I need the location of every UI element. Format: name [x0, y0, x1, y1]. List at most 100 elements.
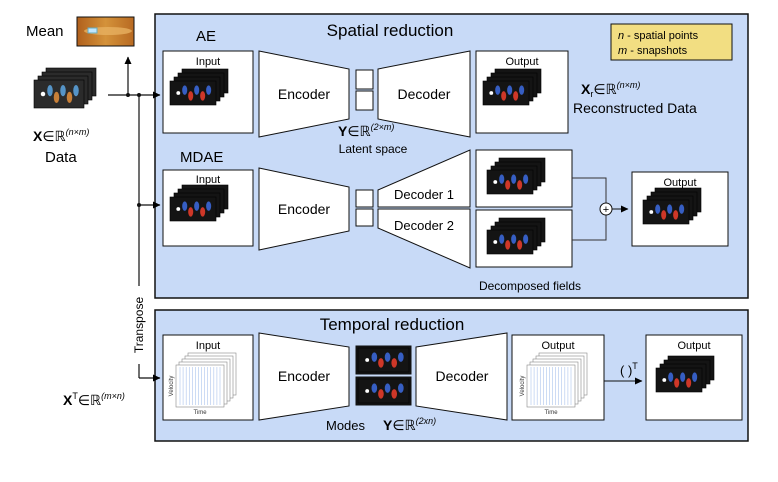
mdae-latent-unit-1 — [355, 189, 374, 208]
mdae-input-snapshots-snapshot-vortex — [194, 201, 200, 211]
temporal-input-plots-sheet-bg — [175, 364, 225, 408]
transpose-label: Transpose — [132, 297, 146, 354]
mdae-decomposed-snapshots-1-snapshot-vortex — [517, 180, 523, 190]
temporal-final-output-snapshots-snapshot-vortex — [680, 372, 686, 382]
ae-input-snapshots-snapshot-vortex — [200, 91, 206, 101]
mdae-input-snapshots — [169, 184, 229, 222]
mdae-decomposed-snapshots-2-snapshot-vortex — [499, 234, 505, 244]
data-snapshots — [33, 67, 97, 109]
mdae-decomposed-snapshots-1-frame-0 — [486, 169, 534, 195]
data-snapshots-snapshot-vortex — [53, 91, 60, 103]
sum-connector-bottom — [572, 215, 607, 241]
ae-input-snapshots-snapshot-vortex — [182, 85, 188, 95]
temporal-input-label: Input — [196, 340, 220, 352]
mean-body — [87, 27, 98, 34]
sum-connector-top — [572, 177, 607, 203]
mdae-output-snapshots — [642, 187, 702, 225]
ae-output-snapshots-snapshot-vortex — [513, 91, 519, 101]
mdae-decoder-2 — [377, 208, 471, 269]
temporal-mode-2-field-vortex — [398, 383, 404, 393]
temporal-decoder — [415, 332, 508, 421]
mdae-input-snapshots-snapshot-vortex — [206, 201, 212, 211]
mdae-decomposed-snapshots-1-snapshot-cylinder — [493, 180, 498, 184]
legend-box — [610, 23, 733, 61]
mdae-decoder-1 — [377, 149, 471, 208]
temporal-decoder-label: Decoder — [436, 368, 489, 384]
temporal-mode-2-field-vortex — [384, 383, 391, 393]
mdae-input-snapshots-snapshot-vortex — [200, 207, 206, 217]
temporal-input-plots-xlabel: Time — [193, 410, 207, 416]
temporal-mode-1-field-cylinder — [365, 358, 370, 362]
mdae-encoder — [258, 167, 350, 251]
modes-math: Y∈ℝ(2xn) — [383, 416, 436, 433]
temporal-final-output-snapshots-snapshot-cylinder — [662, 378, 667, 382]
ae-latent-unit-1 — [355, 69, 374, 90]
temporal-output-plots: Velocity Time — [520, 352, 588, 416]
data-snapshots-snapshot-vortex — [66, 91, 73, 103]
temporal-mode-2-field — [357, 378, 410, 404]
temporal-input-plots-ylabel: Velocity — [169, 376, 175, 397]
ae-latent-caption: Latent space — [339, 142, 408, 156]
temporal-final-output-snapshots-snapshot-vortex — [692, 372, 698, 382]
temporal-mode-1-field-vortex — [384, 352, 391, 362]
temporal-mode-2-field-vortex — [371, 383, 378, 393]
ae-input-snapshots-snapshot-cylinder — [176, 91, 181, 95]
modes-label: Modes — [326, 418, 366, 433]
ae-output-snapshots — [482, 68, 542, 106]
data-snapshots-frame-0 — [33, 79, 85, 109]
data-snapshots-snapshot-cylinder — [40, 91, 46, 97]
ae-input-snapshots-snapshot-vortex — [206, 85, 212, 95]
temporal-mode-2-field-vortex — [378, 389, 384, 399]
mdae-input-label: Input — [196, 174, 220, 186]
ae-output-snapshots-snapshot-vortex — [501, 91, 507, 101]
ae-latent-unit-2 — [355, 90, 374, 111]
mdae-decomposed-snapshots-2 — [486, 217, 546, 255]
ae-encoder — [258, 50, 350, 138]
temporal-mode-1-field-vortex — [398, 352, 404, 362]
spatial-reduction-title: Spatial reduction — [327, 21, 454, 40]
temporal-final-output-label: Output — [677, 340, 710, 352]
recon-caption: Reconstructed Data — [573, 100, 697, 116]
mdae-decomposed-snapshots-1-snapshot-vortex — [499, 174, 505, 184]
temporal-output-label: Output — [541, 340, 574, 352]
ae-output-snapshots-snapshot-vortex — [507, 85, 513, 95]
mdae-output-snapshots-snapshot-cylinder — [649, 210, 654, 214]
temporal-input-plots: Velocity Time — [169, 352, 237, 416]
mdae-decoder-2-label: Decoder 2 — [394, 218, 454, 233]
data-snapshots-snapshot-vortex — [73, 85, 79, 97]
mdae-output-snapshots-snapshot-vortex — [679, 204, 685, 214]
ae-output-label: Output — [505, 56, 538, 68]
temporal-mode-1-field — [357, 347, 410, 373]
temporal-final-output-snapshots — [655, 355, 715, 393]
data-snapshots-snapshot-vortex — [60, 85, 66, 97]
mdae-latent-unit-2 — [355, 208, 374, 227]
temporal-output-plots-xlabel: Time — [544, 410, 558, 416]
ae-encoder-label: Encoder — [278, 86, 330, 102]
temporal-final-output-snapshots-frame-0 — [655, 367, 703, 393]
legend-item-n: n - spatial points — [618, 30, 699, 42]
mdae-decomposed-snapshots-2-snapshot-cylinder — [493, 240, 498, 244]
temporal-output-plots-ylabel: Velocity — [520, 376, 526, 397]
mdae-input-snapshots-snapshot-vortex — [182, 201, 188, 211]
ae-latent-math: Y∈ℝ(2×m) — [338, 122, 394, 139]
xt-math: XT∈ℝ(m×n) — [63, 391, 125, 408]
mdae-encoder-label: Encoder — [278, 201, 330, 217]
mdae-decomposed-snapshots-2-snapshot-vortex — [511, 234, 517, 244]
temporal-encoder — [258, 332, 350, 421]
ae-input-snapshots — [169, 68, 229, 106]
data-caption: Data — [45, 149, 77, 166]
mdae-decomposed-snapshots-2-snapshot-vortex — [505, 240, 511, 250]
mdae-output-snapshots-snapshot-vortex — [661, 210, 667, 220]
mdae-output-snapshots-snapshot-vortex — [667, 204, 673, 214]
mean-label: Mean — [26, 23, 64, 40]
transpose-label-bg — [131, 286, 147, 364]
ae-input-snapshots-snapshot-vortex — [188, 91, 194, 101]
mdae-input-snapshots-frame-0 — [169, 196, 217, 222]
mdae-decomposed-snapshots-2-snapshot-vortex — [523, 234, 529, 244]
temporal-final-output-snapshots-snapshot-vortex — [686, 378, 692, 388]
temporal-final-output-snapshots-snapshot-vortex — [674, 378, 680, 388]
decomposed-caption: Decomposed fields — [479, 279, 581, 293]
mdae-decomposed-snapshots-2-frame-0 — [486, 229, 534, 255]
mdae-input-snapshots-snapshot-vortex — [188, 207, 194, 217]
temporal-final-output-snapshots-snapshot-vortex — [668, 372, 674, 382]
